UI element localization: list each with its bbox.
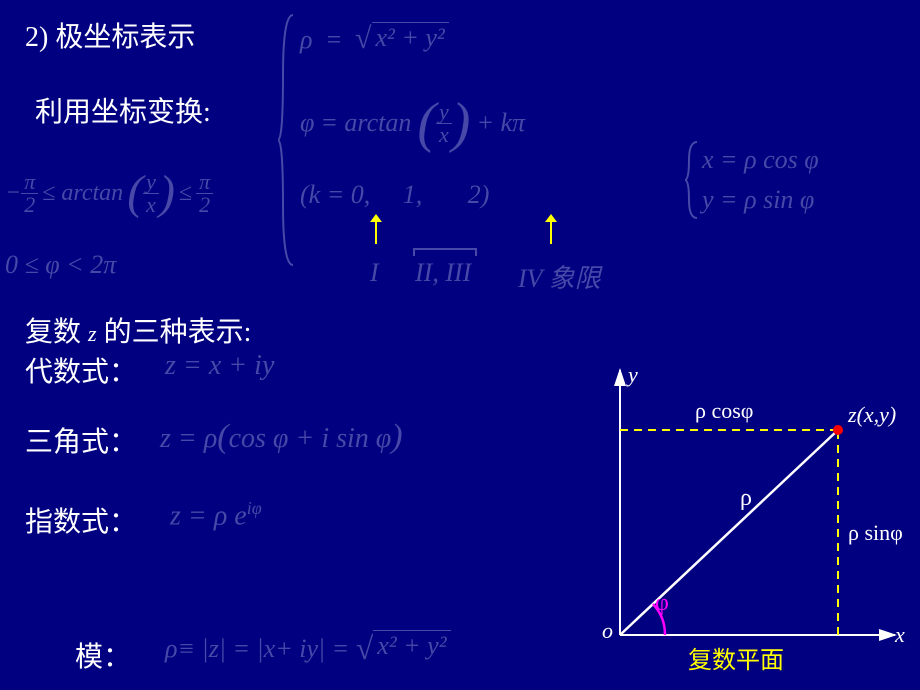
proj-y-label: ρ sinφ (848, 520, 903, 546)
point-label: z(x,y) (848, 402, 896, 428)
phi-label: φ (655, 590, 669, 617)
plane-label: 复数平面 (688, 640, 784, 675)
proj-x-label: ρ cosφ (695, 398, 754, 424)
x-axis-label: x (895, 622, 905, 648)
rho-label: ρ (740, 485, 752, 512)
complex-plane-diagram (0, 0, 920, 690)
origin-label: o (602, 618, 613, 644)
y-axis-label: y (628, 362, 638, 388)
